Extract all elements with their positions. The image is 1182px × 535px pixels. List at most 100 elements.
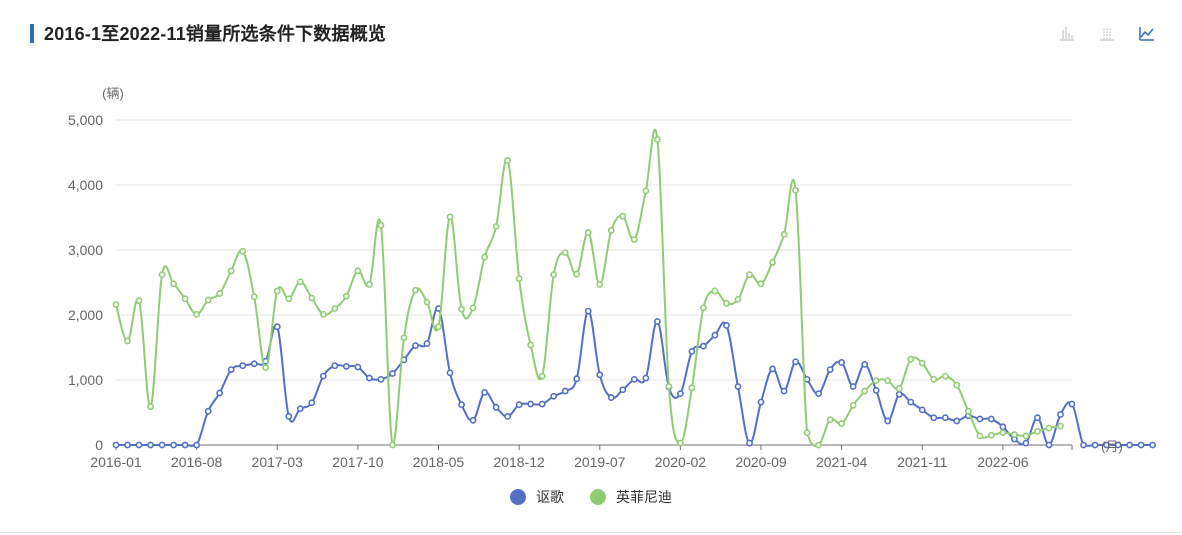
data-point[interactable] — [561, 249, 569, 256]
line-chart-icon[interactable] — [1138, 24, 1156, 42]
data-point[interactable] — [700, 304, 707, 312]
data-point[interactable] — [780, 387, 788, 395]
data-point[interactable] — [676, 390, 684, 398]
data-point[interactable] — [642, 374, 650, 382]
data-point[interactable] — [193, 310, 201, 318]
data-point[interactable] — [1091, 441, 1099, 449]
stack-icon[interactable] — [1098, 24, 1116, 42]
data-point[interactable] — [757, 398, 765, 406]
data-point[interactable] — [1080, 441, 1087, 449]
data-point[interactable] — [872, 386, 880, 394]
data-point[interactable] — [239, 362, 247, 370]
data-point[interactable] — [700, 342, 707, 350]
data-point[interactable] — [216, 290, 224, 297]
data-point[interactable] — [1114, 441, 1122, 449]
data-point[interactable] — [642, 187, 650, 195]
data-point[interactable] — [492, 223, 500, 230]
data-point[interactable] — [953, 381, 961, 389]
data-point[interactable] — [538, 372, 546, 380]
data-point[interactable] — [895, 390, 903, 398]
data-point[interactable] — [780, 230, 788, 238]
data-point[interactable] — [204, 296, 212, 304]
data-point[interactable] — [561, 387, 569, 395]
data-point[interactable] — [527, 341, 535, 349]
data-point[interactable] — [1034, 427, 1041, 435]
data-point[interactable] — [181, 441, 189, 449]
data-point[interactable] — [435, 323, 442, 331]
legend-item-series-1[interactable]: 讴歌 — [510, 487, 564, 507]
legend-item-series-2[interactable]: 英菲尼迪 — [590, 487, 672, 507]
data-point[interactable] — [723, 321, 730, 329]
data-point[interactable] — [1057, 411, 1064, 418]
data-point[interactable] — [400, 334, 408, 342]
data-point[interactable] — [907, 355, 915, 363]
data-point[interactable] — [469, 416, 477, 424]
data-point[interactable] — [1022, 439, 1030, 447]
data-point[interactable] — [884, 417, 892, 425]
data-point[interactable] — [469, 304, 477, 312]
data-point[interactable] — [296, 278, 304, 286]
data-point[interactable] — [999, 423, 1007, 431]
data-point[interactable] — [124, 337, 131, 345]
data-point[interactable] — [1068, 400, 1076, 408]
data-point[interactable] — [158, 441, 166, 449]
data-point[interactable] — [941, 414, 949, 422]
data-point[interactable] — [193, 441, 201, 449]
data-point[interactable] — [112, 301, 120, 308]
data-point[interactable] — [653, 318, 661, 325]
data-point[interactable] — [838, 420, 846, 427]
data-point[interactable] — [504, 156, 512, 164]
data-point[interactable] — [1149, 441, 1157, 449]
data-point[interactable] — [308, 399, 316, 407]
data-point[interactable] — [838, 359, 846, 366]
data-point[interactable] — [285, 412, 293, 420]
data-point[interactable] — [458, 401, 465, 409]
data-point[interactable] — [170, 441, 177, 449]
data-point[interactable] — [688, 384, 696, 392]
data-point[interactable] — [216, 389, 224, 397]
data-point[interactable] — [365, 374, 373, 382]
data-point[interactable] — [665, 383, 673, 390]
data-point[interactable] — [1045, 441, 1053, 449]
data-point[interactable] — [826, 366, 834, 373]
data-point[interactable] — [803, 429, 811, 437]
data-point[interactable] — [653, 136, 661, 143]
data-point[interactable] — [147, 403, 154, 411]
data-point[interactable] — [815, 441, 823, 449]
data-point[interactable] — [550, 392, 558, 400]
data-point[interactable] — [1045, 424, 1053, 432]
data-point[interactable] — [515, 401, 523, 409]
data-point[interactable] — [515, 275, 523, 282]
data-point[interactable] — [296, 405, 304, 412]
data-point[interactable] — [630, 375, 638, 383]
data-point[interactable] — [135, 441, 143, 449]
data-point[interactable] — [746, 439, 753, 447]
data-point[interactable] — [826, 416, 834, 424]
data-point[interactable] — [907, 398, 915, 406]
data-point[interactable] — [803, 375, 811, 383]
data-point[interactable] — [711, 331, 719, 339]
data-point[interactable] — [481, 253, 488, 261]
data-point[interactable] — [331, 362, 339, 370]
data-point[interactable] — [849, 401, 857, 409]
data-point[interactable] — [377, 221, 385, 229]
data-point[interactable] — [285, 295, 293, 303]
data-point[interactable] — [861, 387, 869, 395]
data-point[interactable] — [331, 305, 339, 312]
data-point[interactable] — [365, 281, 373, 288]
data-point[interactable] — [849, 383, 857, 390]
data-point[interactable] — [158, 271, 166, 279]
data-point[interactable] — [573, 375, 581, 383]
data-point[interactable] — [1034, 414, 1041, 422]
data-point[interactable] — [815, 390, 823, 398]
data-point[interactable] — [930, 375, 938, 383]
data-point[interactable] — [262, 364, 270, 372]
data-point[interactable] — [389, 441, 396, 449]
data-point[interactable] — [792, 358, 799, 366]
data-point[interactable] — [354, 363, 362, 371]
data-point[interactable] — [527, 400, 535, 408]
data-point[interactable] — [504, 412, 512, 420]
data-point[interactable] — [412, 286, 419, 294]
data-point[interactable] — [354, 267, 362, 275]
data-point[interactable] — [723, 299, 730, 307]
